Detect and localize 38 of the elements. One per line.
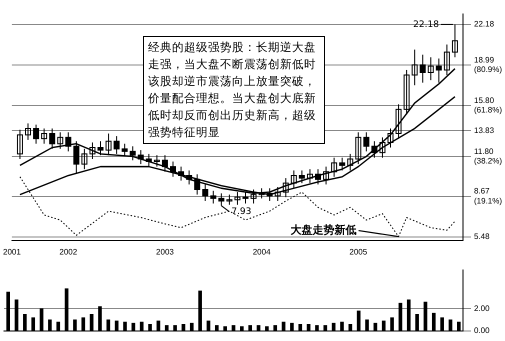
y-tick-label: 18.99 (80.9%) [474, 55, 502, 74]
y-tick-label: 2.00 [474, 304, 490, 313]
candlestick [25, 122, 32, 140]
x-tick-label: 2001 [3, 247, 22, 256]
candlestick [16, 129, 23, 160]
candlestick [412, 49, 418, 86]
y-tick-label: 13.83 [474, 126, 495, 135]
candlestick [355, 132, 362, 165]
candlestick [41, 128, 48, 144]
candlestick [379, 136, 386, 158]
annotation: 经典的超级强势股：长期逆大盘走强，当大盘不断震荡创新低时该股却逆市震荡向上放量突破，价量配合理想。当大盘创大底新低时却反而创出历史新高，超级强势特征明显 [143, 36, 325, 144]
candlestick [306, 168, 313, 184]
candlestick [323, 166, 330, 185]
candlestick [154, 154, 160, 168]
candlestick [396, 104, 402, 140]
annotation: 7.93 [231, 207, 252, 218]
candlestick [89, 142, 96, 160]
y-tick-label: 11.80 (38.2%) [474, 146, 502, 166]
x-tick-label: 2005 [349, 247, 368, 256]
annotation: 大盘走势新低 [290, 223, 357, 236]
candlestick [347, 153, 354, 171]
candlestick [81, 148, 88, 170]
candlestick [428, 56, 434, 81]
candlestick [388, 128, 394, 148]
candlestick [106, 133, 112, 156]
y-tick-label: 0.00 [474, 326, 490, 336]
annotation: 22.18 [413, 20, 440, 30]
candlestick [290, 170, 297, 189]
y-tick-label: 5.48 [474, 232, 490, 242]
candlestick [226, 194, 232, 206]
y-tick-label: 22.18 [474, 20, 495, 29]
y-tick-label: 8.67 (19.1%) [474, 186, 502, 206]
x-tick-label: 2002 [59, 247, 78, 256]
y-tick-label: 15.80 (61.8%) [474, 96, 502, 115]
x-tick-label: 2004 [252, 247, 272, 256]
candlestick [331, 157, 338, 178]
x-tick-label: 2003 [156, 247, 174, 256]
candlestick [57, 132, 64, 150]
